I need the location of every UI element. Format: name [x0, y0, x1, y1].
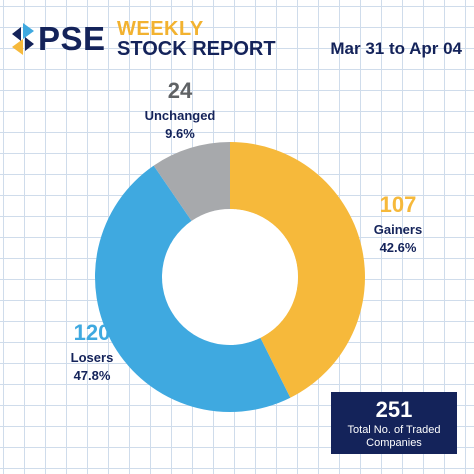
brand-name: PSE: [38, 20, 106, 57]
report-title-stock-report: STOCK REPORT: [117, 38, 276, 60]
donut-hole: [162, 209, 298, 345]
slice-losers: [95, 165, 291, 412]
slice-percent-gainers: 42.6%: [380, 240, 417, 255]
slice-label-losers: Losers: [71, 350, 114, 365]
slice-value-losers: 120: [74, 320, 111, 345]
total-traded-box: 251 Total No. of Traded Companies: [331, 392, 457, 454]
slice-percent-losers: 47.8%: [74, 368, 111, 383]
slice-label-unchanged: Unchanged: [145, 108, 216, 123]
slice-label-gainers: Gainers: [374, 222, 422, 237]
report-title-weekly: WEEKLY: [117, 18, 204, 40]
total-traded-label: Total No. of Traded Companies: [347, 424, 441, 449]
total-traded-value: 251: [375, 397, 413, 422]
pse-logo-icon: [12, 23, 34, 55]
date-range: Mar 31 to Apr 04: [330, 39, 462, 58]
slice-gainers: [230, 142, 365, 398]
slice-percent-unchanged: 9.6%: [165, 126, 195, 141]
slice-value-unchanged: 24: [168, 78, 193, 103]
slice-value-gainers: 107: [380, 192, 417, 217]
slice-unchanged: [153, 142, 230, 221]
